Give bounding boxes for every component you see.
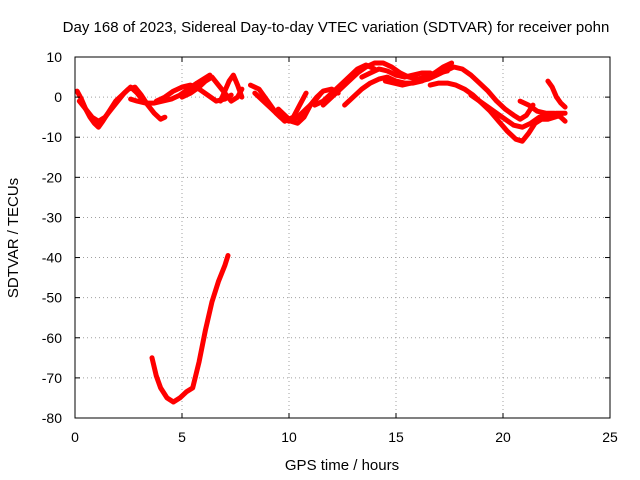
- y-tick-label: -20: [42, 169, 62, 185]
- y-tick-label: 0: [54, 89, 62, 105]
- series-line-sat-e: [179, 74, 245, 104]
- series-line-sat-f: [218, 72, 245, 104]
- y-tick-label: -70: [42, 370, 62, 386]
- series-line-sat-i: [275, 86, 341, 126]
- axis-ticks: 0 5 10 15 20 25 10 0 -10 -20 -30 -40 -50 -60 -70 -80: [42, 49, 618, 445]
- x-tick-label: 10: [281, 429, 297, 445]
- series-line-sat-n: [382, 64, 536, 122]
- y-tick-label: -10: [42, 129, 62, 145]
- y-tick-label: -40: [42, 250, 62, 266]
- chart-title: Day 168 of 2023, Sidereal Day-to-day VTE…: [63, 19, 610, 36]
- x-axis-label: GPS time / hours: [285, 457, 399, 474]
- series-line-sat-c: [128, 72, 213, 106]
- x-tick-label: 5: [178, 429, 186, 445]
- y-tick-label: 10: [46, 49, 62, 65]
- series-line-sat-q: [517, 98, 568, 124]
- series-line-sat-b: [76, 84, 146, 124]
- y-tick-label: -30: [42, 209, 62, 225]
- x-tick-label: 25: [602, 429, 618, 445]
- series-line-sat-m: [359, 66, 433, 80]
- x-tick-label: 15: [388, 429, 404, 445]
- y-tick-label: -80: [42, 410, 62, 426]
- x-tick-label: 20: [495, 429, 511, 445]
- y-tick-label: -50: [42, 290, 62, 306]
- y-axis-label: SDTVAR / TECUs: [5, 178, 22, 298]
- plot-series: [74, 60, 568, 405]
- series-line-sat-r: [545, 78, 568, 110]
- x-tick-label: 0: [71, 429, 79, 445]
- series-line-sat-o: [427, 80, 564, 144]
- y-tick-label: -60: [42, 330, 62, 346]
- series-line-sat-s: [149, 253, 231, 405]
- plot-frame: [74, 56, 611, 419]
